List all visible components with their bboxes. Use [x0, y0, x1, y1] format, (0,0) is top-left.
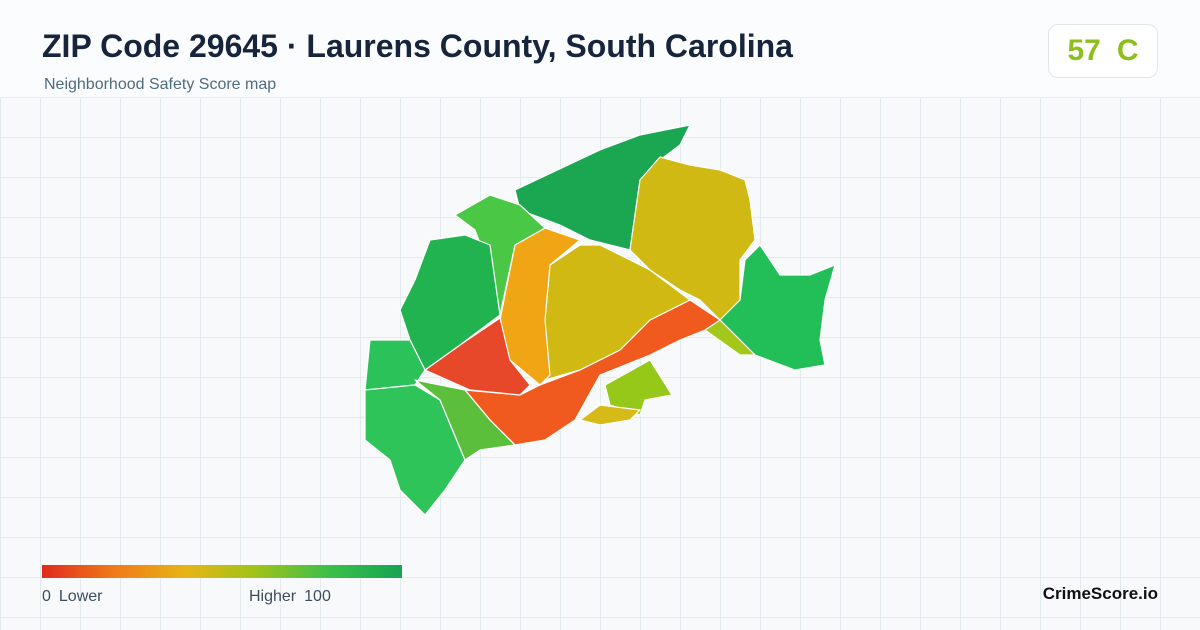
score-grade: C [1116, 34, 1139, 67]
subtitle: Neighborhood Safety Score map [44, 76, 277, 93]
region [399, 234, 501, 371]
region [414, 379, 516, 461]
legend-gradient [42, 565, 402, 578]
score-value: 57 [1067, 34, 1101, 67]
score-badge: 57 C [1048, 24, 1158, 78]
region [719, 244, 836, 371]
header: ZIP Code 29645 · Laurens County, South C… [0, 0, 1200, 98]
legend-max: 100 [304, 588, 331, 605]
brand: CrimeScore.io [1042, 584, 1158, 603]
region [464, 299, 721, 446]
region [364, 384, 466, 516]
region [544, 244, 691, 381]
legend-low: 0 Lower [42, 588, 110, 606]
region [579, 404, 641, 426]
legend-high: Higher 100 [249, 588, 339, 606]
title: ZIP Code 29645 · Laurens County, South C… [42, 28, 793, 64]
region [629, 156, 756, 321]
region [364, 339, 426, 391]
legend-max-label: Higher [249, 588, 297, 605]
region [604, 359, 673, 416]
legend-min: 0 [42, 588, 51, 605]
legend-min-label: Lower [58, 588, 103, 605]
